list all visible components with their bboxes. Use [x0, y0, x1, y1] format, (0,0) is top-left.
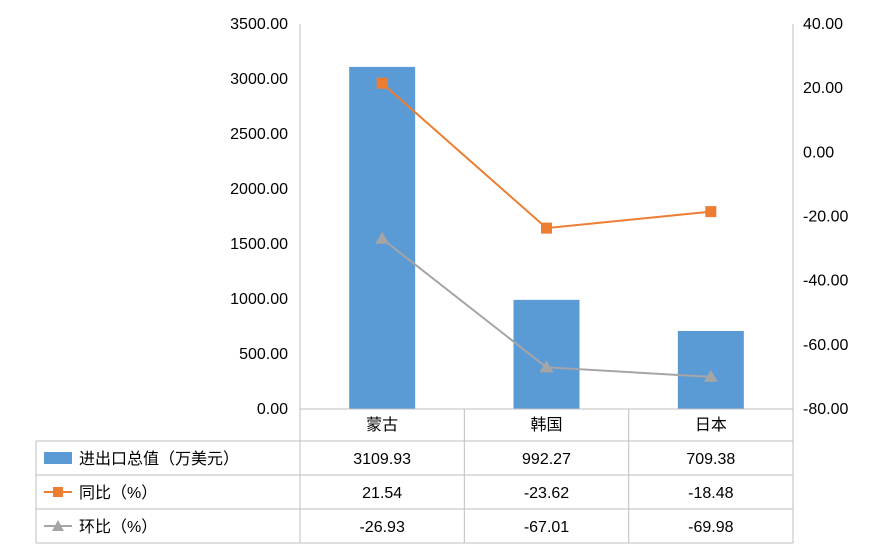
left-tick-label: 1500.00 — [230, 236, 288, 253]
left-tick-label: 3500.00 — [230, 16, 288, 33]
category-label: 日本 — [695, 416, 727, 434]
series-name: 同比（%） — [79, 484, 157, 502]
chart-frame — [299, 24, 794, 409]
right-tick-label: -20.00 — [803, 209, 848, 226]
left-tick-label: 3000.00 — [230, 71, 288, 88]
bar-series — [349, 66, 744, 409]
series-name: 环比（%） — [79, 518, 157, 536]
table-value: -67.01 — [524, 519, 569, 536]
right-tick-label: 40.00 — [803, 16, 843, 33]
left-tick-label: 1000.00 — [230, 291, 288, 308]
right-tick-label: -60.00 — [803, 337, 848, 354]
series-name: 进出口总值（万美元） — [79, 450, 239, 468]
point-1-0 — [375, 231, 390, 244]
category-label: 韩国 — [530, 416, 562, 434]
table-value: 21.54 — [362, 485, 402, 502]
right-tick-label: 0.00 — [803, 144, 834, 161]
legend-key-marker — [52, 520, 64, 531]
right-axis-ticks: -80.00 -60.00 -40.00 -20.00 0.00 20.00 40.00 — [803, 16, 848, 418]
left-tick-label: 2500.00 — [230, 126, 288, 143]
right-tick-label: -40.00 — [803, 273, 848, 290]
left-tick-label: 500.00 — [239, 346, 288, 363]
table-value: 709.38 — [686, 451, 735, 468]
table-value: -69.98 — [688, 519, 733, 536]
category-label: 蒙古 — [366, 416, 398, 434]
legend-key-marker — [53, 487, 63, 497]
series-line-0 — [381, 82, 711, 230]
point-1-1 — [539, 360, 554, 373]
point-1-2 — [703, 369, 718, 382]
table-value: -18.48 — [688, 485, 733, 502]
point-0-1 — [541, 222, 552, 234]
table-value: 992.27 — [522, 451, 571, 468]
table-value: 3109.93 — [353, 451, 411, 468]
bar-1 — [513, 299, 580, 409]
line-series — [375, 77, 718, 382]
point-0-0 — [376, 77, 388, 89]
right-tick-label: -80.00 — [803, 401, 848, 418]
right-tick-label: 20.00 — [803, 80, 843, 97]
table-value: -23.62 — [524, 485, 569, 502]
left-axis-ticks: 0.00 500.00 1000.00 1500.00 2000.00 2500.00 30… — [230, 16, 288, 418]
point-0-2 — [705, 206, 717, 218]
left-tick-label: 2000.00 — [230, 181, 288, 198]
table-value: -26.93 — [359, 519, 404, 536]
legend-key-bar — [44, 452, 72, 464]
left-tick-label: 0.00 — [257, 401, 288, 418]
